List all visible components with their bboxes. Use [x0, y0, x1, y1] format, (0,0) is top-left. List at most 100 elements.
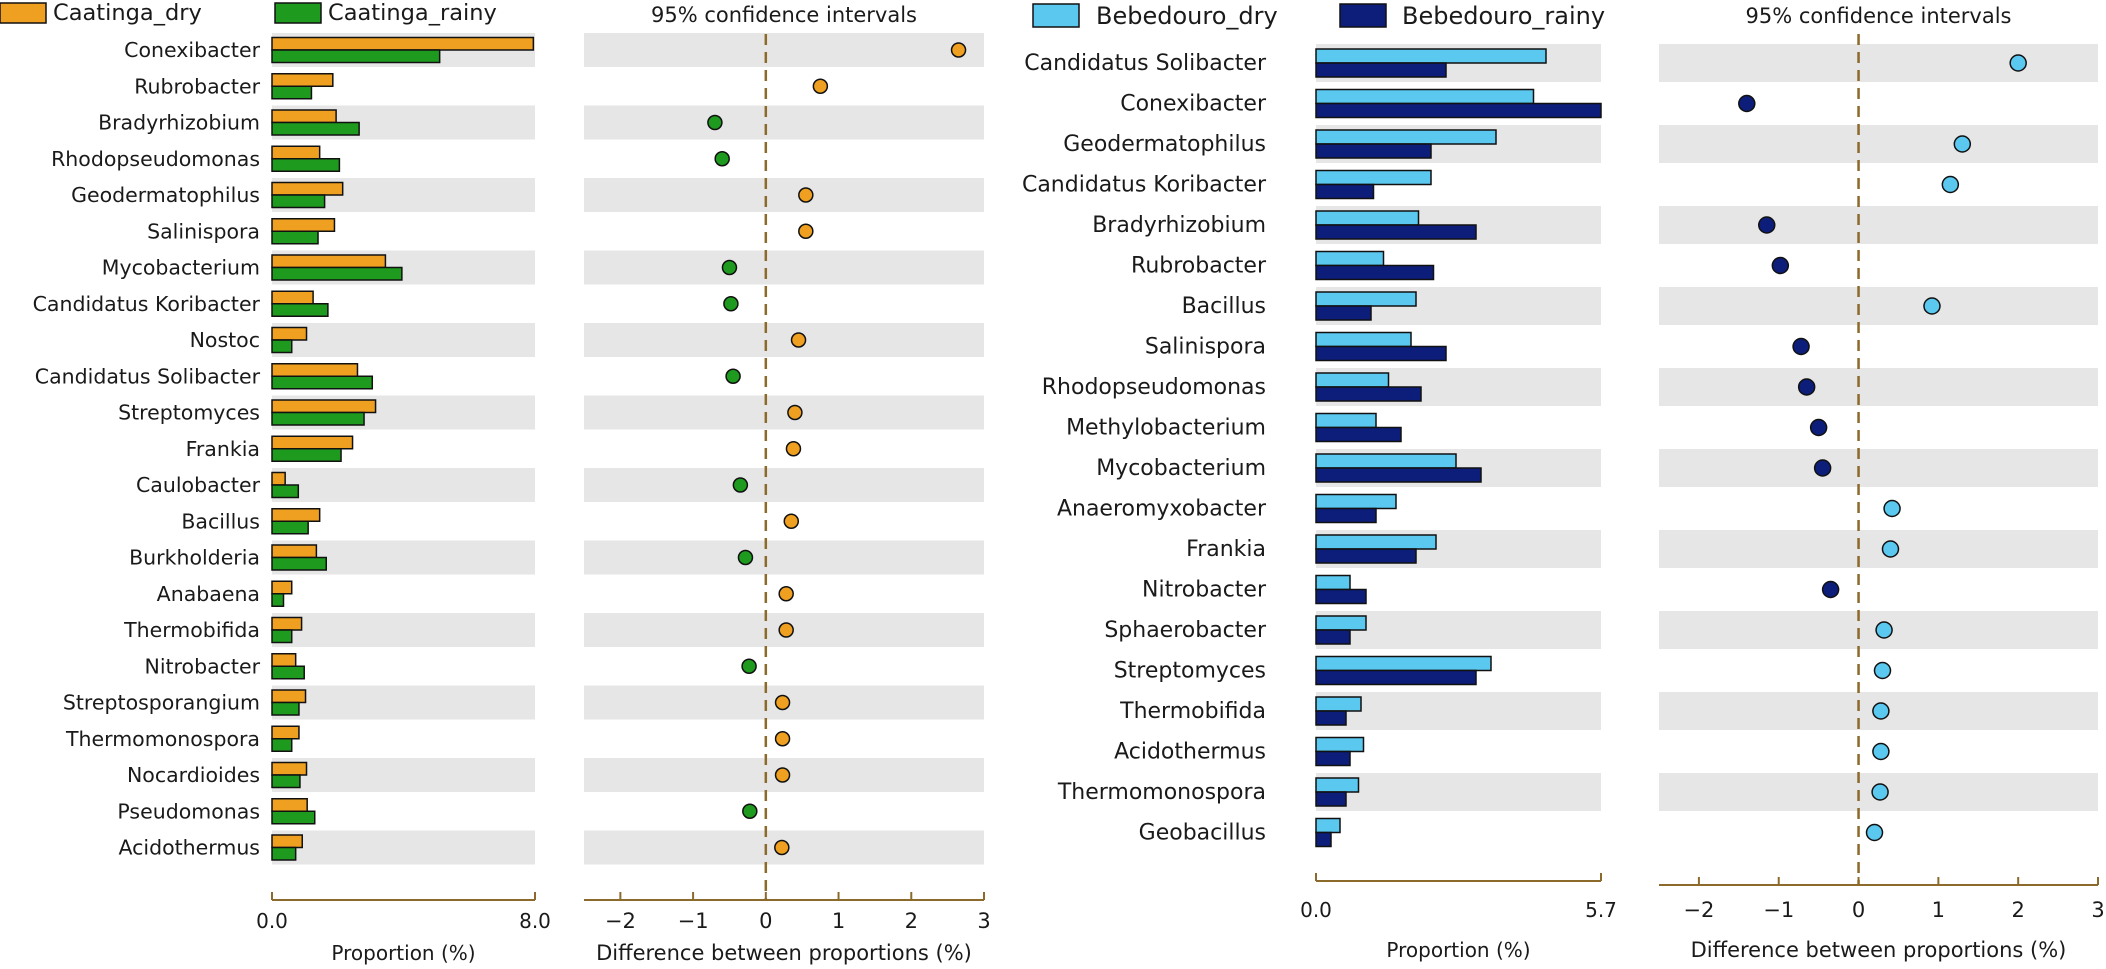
bar-Bebedouro_dry: [1315, 655, 1492, 672]
legend-swatch: [1032, 3, 1080, 28]
bar-Caatinga_dry: [271, 834, 303, 849]
ci-point: [732, 477, 749, 493]
category-label: Sphaerobacter: [1104, 618, 1267, 643]
row-band: [1659, 530, 2098, 568]
ci-point: [2009, 54, 2027, 72]
ci-point: [1923, 297, 1941, 315]
legend-label: Bebedouro_dry: [1096, 2, 1278, 30]
bar-Caatinga_dry: [271, 653, 297, 667]
ci-point: [1809, 418, 1828, 437]
category-label: Thermobifida: [123, 618, 260, 642]
bar-Bebedouro_rainy: [1315, 669, 1477, 686]
ci-point: [798, 187, 814, 203]
ci-title: 95% confidence intervals: [651, 3, 917, 27]
ci-point: [1758, 216, 1776, 234]
category-label: Nitrobacter: [1142, 578, 1267, 603]
bar-Bebedouro_rainy: [1315, 791, 1347, 807]
category-label: Streptosporangium: [63, 691, 260, 715]
category-label: Candidatus Koribacter: [1022, 173, 1267, 198]
bar-Bebedouro_rainy: [1315, 710, 1347, 726]
row-band: [272, 323, 535, 357]
bar-Caatinga_dry: [271, 290, 314, 305]
x-tick-label: 1: [1932, 898, 1945, 922]
bar-Bebedouro_dry: [1315, 615, 1367, 631]
x-axis-label: Proportion (%): [1386, 938, 1530, 962]
category-label: Acidothermus: [1114, 740, 1266, 765]
category-label: Nitrobacter: [144, 654, 260, 678]
category-label: Thermobifida: [1119, 699, 1266, 724]
x-tick-label: 5.7: [1585, 898, 1617, 922]
row-band: [272, 613, 535, 647]
bar-Bebedouro_rainy: [1315, 264, 1435, 281]
bar-Bebedouro_dry: [1315, 817, 1341, 834]
category-label: Candidatus Koribacter: [33, 292, 261, 316]
bar-Caatinga_rainy: [271, 701, 300, 716]
ci-point: [1953, 135, 1972, 153]
ci-point: [1792, 337, 1810, 356]
ci-point: [1883, 499, 1901, 518]
ci-point: [774, 731, 791, 747]
bar-Caatinga_dry: [271, 508, 321, 522]
ci-point: [737, 549, 754, 566]
x-axis-label: Difference between proportions (%): [596, 941, 972, 965]
bar-Bebedouro_rainy: [1315, 386, 1422, 402]
bar-Caatinga_dry: [271, 363, 359, 377]
x-tick-label: 3: [977, 909, 990, 933]
bar-Caatinga_dry: [271, 218, 336, 232]
category-label: Geodermatophilus: [71, 183, 260, 207]
bar-Caatinga_rainy: [271, 556, 327, 571]
row-band: [584, 33, 984, 67]
row-band: [272, 685, 535, 720]
ci-point: [812, 78, 829, 94]
bar-Caatinga_dry: [271, 435, 354, 450]
ci-point: [1875, 621, 1893, 639]
row-band: [272, 758, 535, 792]
row-band: [1659, 368, 2098, 406]
bar-Bebedouro_rainy: [1315, 426, 1402, 443]
ci-point: [774, 694, 791, 711]
bar-Caatinga_rainy: [271, 85, 313, 100]
category-label: Frankia: [1186, 537, 1266, 562]
category-label: Conexibacter: [124, 38, 260, 62]
category-label: Frankia: [186, 437, 260, 461]
bar-Bebedouro_dry: [1315, 412, 1377, 429]
category-label: Acidothermus: [118, 836, 260, 860]
bar-Bebedouro_dry: [1315, 493, 1397, 510]
category-label: Conexibacter: [1120, 92, 1267, 117]
legend-swatch: [0, 2, 47, 24]
ci-point: [1941, 175, 1960, 194]
bar-Bebedouro_rainy: [1315, 305, 1372, 321]
bar-Caatinga_dry: [271, 471, 286, 486]
bar-Bebedouro_dry: [1315, 453, 1457, 469]
bar-Bebedouro_rainy: [1315, 588, 1367, 605]
row-band: [584, 323, 984, 357]
bar-Caatinga_dry: [271, 798, 308, 812]
bar-Bebedouro_rainy: [1315, 548, 1417, 564]
legend-label: Caatinga_dry: [53, 0, 202, 26]
legend-swatch: [1339, 3, 1387, 28]
bar-Bebedouro_rainy: [1315, 831, 1332, 848]
row-band: [1316, 773, 1601, 811]
ci-title: 95% confidence intervals: [1746, 4, 2012, 28]
bar-Caatinga_dry: [271, 544, 318, 559]
bar-Bebedouro_rainy: [1315, 629, 1351, 645]
category-label: Streptomyces: [118, 401, 260, 425]
ci-point: [725, 368, 741, 384]
x-axis-label: Proportion (%): [331, 941, 475, 965]
ci-point: [790, 332, 807, 348]
x-tick-label: −1: [678, 909, 709, 933]
ci-point: [1881, 540, 1900, 558]
category-label: Streptomyces: [1114, 659, 1266, 684]
category-label: Anabaena: [157, 582, 260, 606]
x-tick-label: 1: [832, 909, 845, 933]
ci-point: [783, 513, 800, 529]
bar-Caatinga_dry: [271, 109, 337, 124]
x-tick-label: 2: [905, 909, 918, 933]
ci-point: [707, 114, 723, 131]
row-band: [1659, 449, 2098, 487]
bar-Bebedouro_dry: [1315, 169, 1432, 186]
row-band: [584, 540, 984, 575]
ci-point: [1871, 783, 1889, 801]
x-tick-label: 0.0: [1300, 898, 1332, 922]
ci-point: [1813, 459, 1832, 477]
